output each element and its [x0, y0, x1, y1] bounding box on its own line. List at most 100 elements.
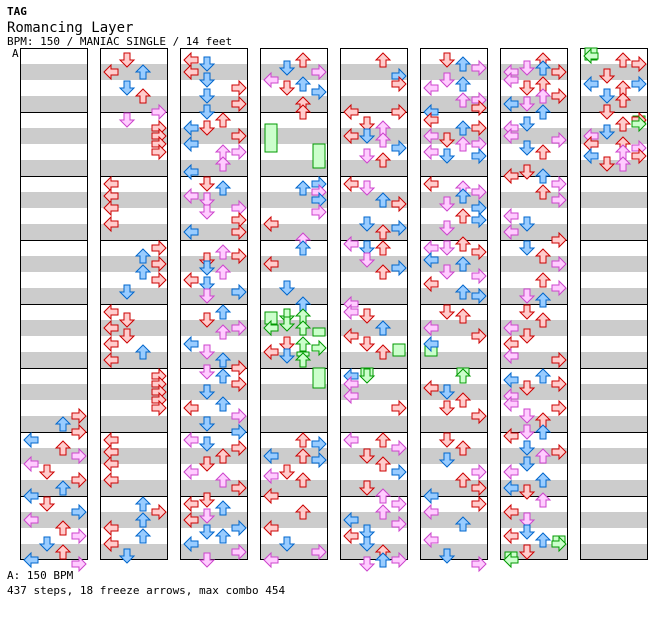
left-arrow-icon [183, 335, 199, 353]
down-arrow-icon [438, 432, 456, 448]
beat-stripe [20, 416, 88, 432]
beat-stripe [500, 416, 568, 432]
beat-stripe [180, 128, 248, 144]
bpm-legend: A: 150 BPM [7, 569, 74, 582]
left-arrow-icon [503, 371, 519, 389]
beat-stripe [260, 64, 328, 80]
beat-stripe [420, 480, 488, 496]
beat-stripe [180, 544, 248, 560]
left-arrow-icon [183, 399, 199, 417]
right-arrow-icon [391, 195, 407, 213]
up-arrow-icon [534, 168, 552, 184]
right-arrow-icon [391, 259, 407, 277]
up-arrow-icon [534, 104, 552, 120]
beat-stripe [420, 544, 488, 560]
right-arrow-icon [71, 447, 87, 465]
freeze-arrow-body [264, 123, 278, 153]
down-arrow-icon [198, 364, 216, 380]
down-arrow-icon [198, 312, 216, 328]
left-arrow-icon [503, 319, 519, 337]
beat-stripe [580, 480, 648, 496]
beat-stripe [100, 480, 168, 496]
down-arrow-icon [198, 384, 216, 400]
left-arrow-icon [263, 319, 279, 337]
beat-stripe [340, 160, 408, 176]
left-arrow-icon [103, 519, 119, 537]
right-arrow-icon [391, 75, 407, 93]
right-arrow-icon [311, 83, 327, 101]
beat-stripe [420, 96, 488, 112]
down-arrow-icon [518, 80, 536, 96]
left-arrow-icon [503, 427, 519, 445]
left-arrow-icon [503, 167, 519, 185]
right-arrow-icon [551, 63, 567, 81]
beat-stripe [100, 64, 168, 80]
up-arrow-icon [534, 292, 552, 308]
up-arrow-icon [534, 472, 552, 488]
up-arrow-icon [454, 236, 472, 252]
up-arrow-icon [374, 432, 392, 448]
down-arrow-icon [358, 216, 376, 232]
up-arrow-icon [454, 56, 472, 72]
beat-stripe [580, 288, 648, 304]
left-arrow-icon [423, 275, 439, 293]
left-arrow-icon [343, 175, 359, 193]
right-arrow-icon [471, 243, 487, 261]
right-arrow-icon [311, 63, 327, 81]
down-arrow-icon [358, 336, 376, 352]
up-arrow-icon [374, 320, 392, 336]
down-arrow-icon [598, 124, 616, 140]
beat-stripe [420, 512, 488, 528]
up-arrow-icon [134, 496, 152, 512]
beat-stripe [180, 480, 248, 496]
right-arrow-icon [551, 443, 567, 461]
up-arrow-icon [534, 184, 552, 200]
beat-stripe [580, 256, 648, 272]
up-arrow-icon [54, 544, 72, 560]
right-arrow-icon [231, 127, 247, 145]
down-arrow-icon [278, 348, 296, 364]
down-arrow-icon [198, 192, 216, 208]
left-arrow-icon [423, 127, 439, 145]
right-arrow-icon [71, 423, 87, 441]
beat-stripe [100, 544, 168, 560]
up-arrow-icon [534, 60, 552, 76]
down-arrow-icon [198, 288, 216, 304]
beat-stripe [20, 480, 88, 496]
beat-stripe [420, 416, 488, 432]
down-arrow-icon [438, 148, 456, 164]
up-arrow-icon [214, 396, 232, 412]
up-arrow-icon [294, 76, 312, 92]
down-arrow-icon [518, 140, 536, 156]
right-arrow-icon [551, 351, 567, 369]
right-arrow-icon [231, 79, 247, 97]
up-arrow-icon [214, 112, 232, 128]
up-arrow-icon [134, 64, 152, 80]
left-arrow-icon [343, 327, 359, 345]
song-title: Romancing Layer [7, 20, 134, 36]
up-arrow-icon [54, 520, 72, 536]
up-arrow-icon [534, 492, 552, 508]
down-arrow-icon [438, 400, 456, 416]
left-arrow-icon [183, 535, 199, 553]
down-arrow-icon [198, 120, 216, 136]
beat-stripe [20, 512, 88, 528]
beat-stripe [20, 160, 88, 176]
down-arrow-icon [518, 544, 536, 560]
beat-stripe [260, 544, 328, 560]
down-arrow-icon [198, 56, 216, 72]
beat-stripe [580, 192, 648, 208]
beat-stripe [420, 64, 488, 80]
right-arrow-icon [551, 399, 567, 417]
beat-stripe [500, 320, 568, 336]
up-arrow-icon [534, 424, 552, 440]
right-arrow-icon [151, 143, 167, 161]
beat-stripe [20, 96, 88, 112]
down-arrow-icon [518, 424, 536, 440]
down-arrow-icon [518, 512, 536, 528]
freeze-arrow-body [312, 143, 326, 169]
left-arrow-icon [503, 207, 519, 225]
beat-stripe [20, 192, 88, 208]
down-arrow-icon [518, 440, 536, 456]
beat-stripe [180, 512, 248, 528]
